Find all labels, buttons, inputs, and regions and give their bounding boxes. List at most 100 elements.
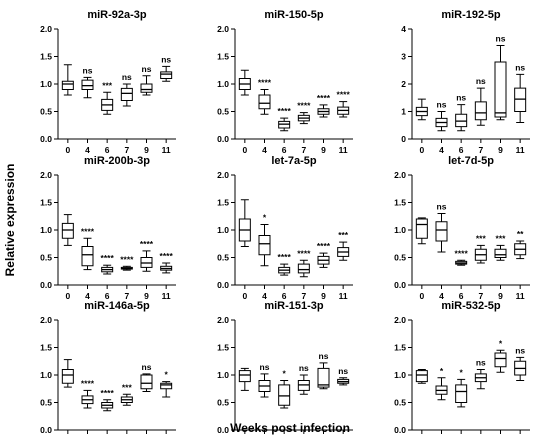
box-6: ****	[455, 248, 469, 266]
x-tick-label: 6	[282, 145, 287, 155]
x-tick-label: 6	[282, 291, 287, 301]
x-tick-label: 7	[478, 436, 483, 438]
box-9: *	[494, 338, 507, 373]
y-tick-label: 1.5	[217, 52, 229, 62]
x-tick-label: 4	[439, 436, 444, 438]
x-tick-label: 11	[339, 436, 348, 438]
y-tick-label: 2.0	[217, 170, 229, 180]
box-iqr	[474, 101, 487, 121]
box-4: ****	[258, 78, 272, 115]
box-iqr	[120, 87, 133, 102]
box-iqr	[455, 384, 468, 403]
y-tick-label: 2.0	[394, 170, 406, 180]
box-7: ***	[474, 233, 487, 264]
x-tick-label: 0	[419, 291, 424, 301]
box-11: ***	[337, 230, 350, 261]
significance-label: ****	[455, 248, 469, 258]
significance-label: ***	[496, 233, 507, 243]
box-0	[61, 214, 74, 246]
box-0	[415, 98, 428, 121]
significance-label: ns	[437, 100, 447, 110]
significance-label: ns	[476, 76, 486, 86]
x-axis-label: Weeks post infection	[230, 421, 350, 435]
x-tick-label: 0	[65, 436, 70, 438]
box-11: ns	[514, 345, 527, 381]
box-4: ns	[258, 362, 271, 398]
significance-label: *	[499, 338, 503, 348]
box-4: ns	[435, 202, 448, 253]
x-tick-label: 0	[419, 145, 424, 155]
x-tick-label: 7	[301, 291, 306, 301]
box-iqr	[494, 352, 507, 368]
significance-label: ns	[161, 54, 171, 64]
box-4: *	[435, 366, 448, 401]
box-iqr	[415, 370, 428, 383]
y-tick-label: 1.0	[217, 370, 229, 380]
x-tick-label: 4	[85, 145, 90, 155]
box-11: *	[160, 370, 173, 398]
y-tick-label: 0.0	[217, 134, 229, 144]
y-tick-label: 1.5	[217, 343, 229, 353]
panel-title: miR-150-5p	[264, 9, 324, 21]
x-tick-label: 4	[262, 436, 267, 438]
significance-label: *	[460, 367, 464, 377]
panel-title: miR-200b-3p	[84, 155, 150, 167]
x-tick-label: 7	[478, 291, 483, 301]
significance-label: ****	[278, 106, 292, 116]
panel-7: miR-151-3p0.00.51.01.52.00467911ns*nsnsn…	[217, 300, 353, 438]
y-tick-label: 0.5	[40, 253, 52, 263]
box-6: ns	[455, 93, 468, 132]
box-iqr	[81, 246, 94, 267]
x-tick-label: 7	[124, 291, 129, 301]
box-0	[238, 69, 251, 96]
box-6: *	[455, 367, 468, 408]
box-11: ****	[337, 90, 350, 118]
significance-label: ns	[260, 362, 270, 372]
y-tick-label: 1.5	[394, 198, 406, 208]
significance-label: ns	[83, 65, 93, 75]
y-tick-label: 1.5	[40, 343, 52, 353]
y-tick-label: 0.0	[40, 280, 52, 290]
y-tick-label: 1.0	[394, 225, 406, 235]
box-iqr	[258, 94, 271, 110]
box-7: ****	[297, 248, 311, 278]
x-tick-label: 7	[478, 145, 483, 155]
x-tick-label: 4	[439, 291, 444, 301]
significance-label: *	[283, 369, 287, 379]
significance-label: ****	[101, 253, 115, 263]
box-7: ****	[297, 101, 311, 125]
box-iqr	[160, 71, 173, 80]
box-iqr	[140, 374, 153, 390]
x-tick-label: 7	[124, 436, 129, 438]
panel-title: miR-532-5p	[441, 300, 501, 312]
y-tick-label: 0.5	[394, 253, 406, 263]
y-tick-label: 1.0	[40, 225, 52, 235]
y-tick-label: 1.5	[217, 198, 229, 208]
y-tick-label: 2.0	[394, 315, 406, 325]
box-iqr	[494, 61, 507, 118]
x-tick-label: 6	[459, 291, 464, 301]
y-tick-label: 2	[401, 79, 406, 89]
box-iqr	[297, 263, 310, 274]
x-tick-label: 9	[498, 291, 503, 301]
x-tick-label: 7	[301, 145, 306, 155]
box-9: ns	[317, 351, 330, 390]
x-tick-label: 6	[459, 145, 464, 155]
box-4: *	[258, 213, 271, 267]
panel-3: miR-200b-3p 0.0 0.5 1.0 1.5 2.0 0 4 6 7 9 11 **** ***…	[40, 155, 176, 301]
significance-label: **	[517, 229, 524, 239]
x-tick-label: 0	[65, 291, 70, 301]
x-tick-label: 11	[516, 291, 525, 301]
significance-label: ns	[122, 72, 132, 82]
y-tick-label: 1.0	[217, 79, 229, 89]
box-iqr	[435, 221, 448, 242]
box-7: ****	[120, 254, 134, 271]
box-0	[238, 367, 251, 391]
panel-1: miR-150-5p 0.0 0.5 1.0 1.5 2.0 0 4 6 7 9 11 **** ****…	[217, 9, 353, 155]
panel-0: miR-92a-3p0.00.51.01.52.00 4 6 7 9 11ns***nsn…	[40, 9, 176, 155]
x-tick-label: 6	[282, 436, 287, 438]
box-iqr	[415, 218, 428, 239]
x-tick-label: 11	[162, 436, 171, 438]
box-9: ns	[140, 64, 153, 96]
y-tick-label: 2.0	[40, 170, 52, 180]
